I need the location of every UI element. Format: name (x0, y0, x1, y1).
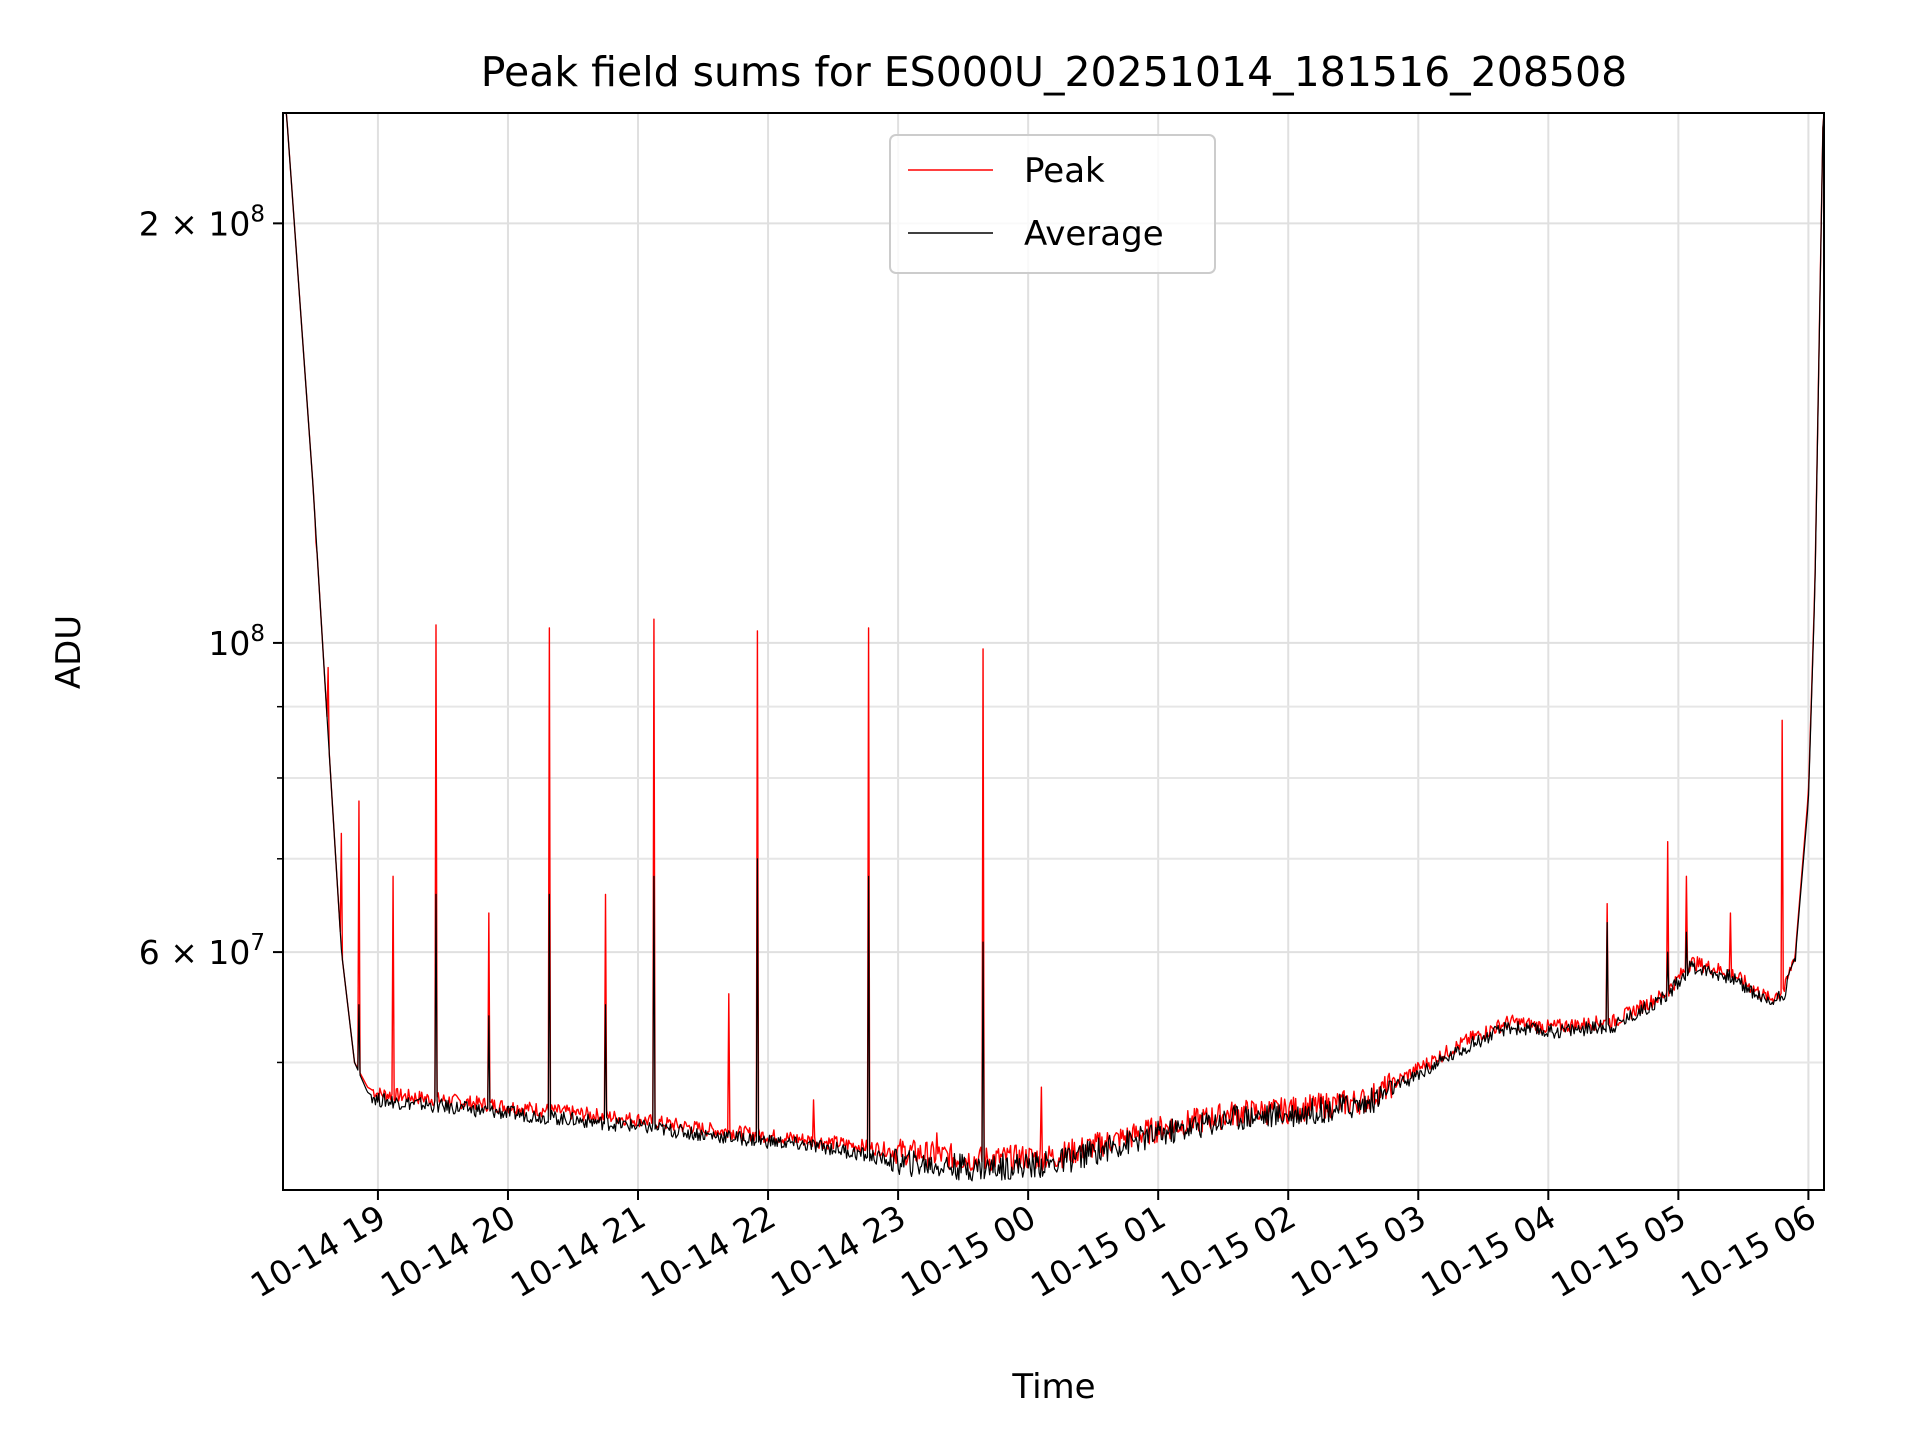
legend: Peak Average (889, 134, 1216, 274)
y-tick-label: 6 × 107 (139, 930, 265, 972)
x-axis-label: Time (1011, 1367, 1095, 1407)
y-tick-label: 108 (208, 621, 265, 663)
series-lines (283, 112, 1825, 1182)
chart-title: Peak field sums for ES000U_20251014_1815… (481, 48, 1627, 96)
legend-average-label: Average (1024, 214, 1164, 254)
y-axis-label: ADU (49, 615, 89, 689)
y-tick-label: 2 × 108 (139, 201, 265, 243)
series-line-average (283, 112, 1825, 1182)
grid (283, 113, 1824, 1190)
plot-frame (282, 112, 1825, 1191)
legend-peak-label: Peak (1024, 151, 1105, 191)
